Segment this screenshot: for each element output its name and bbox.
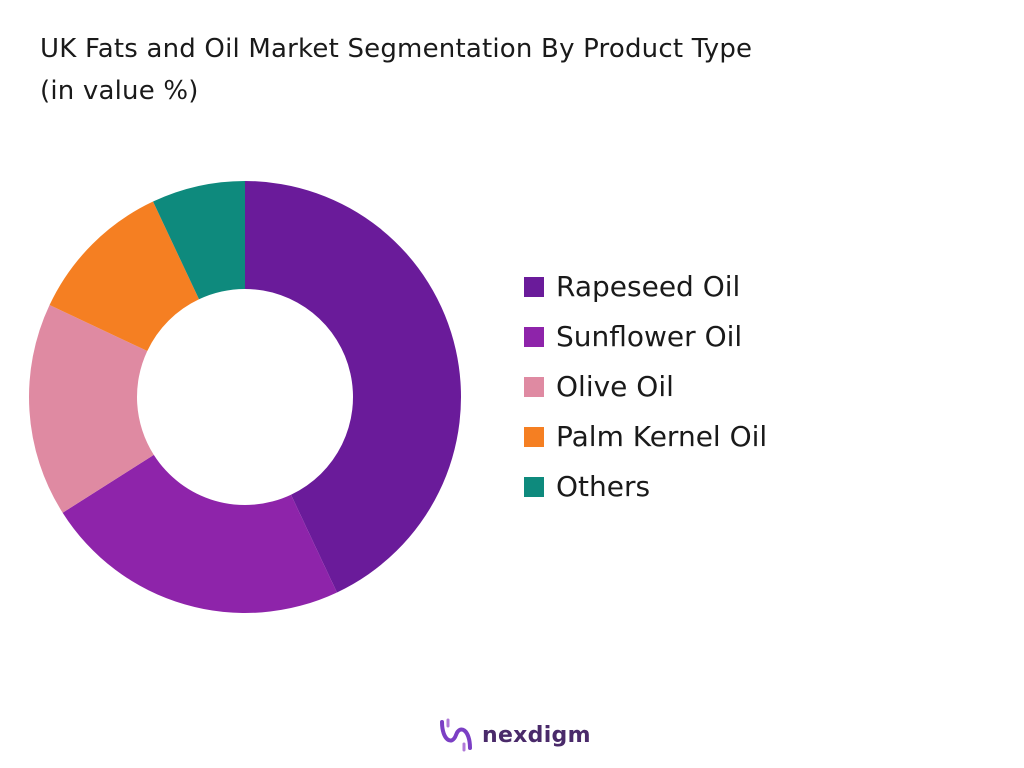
legend-swatch-olive-oil <box>524 377 544 397</box>
chart-title-main: UK Fats and Oil Market Segmentation By P… <box>40 34 753 64</box>
legend-label-others: Others <box>556 470 651 503</box>
legend-label-sunflower-oil: Sunflower Oil <box>556 320 743 353</box>
chart-legend: Rapeseed Oil Sunflower Oil Olive Oil Palm K… <box>524 262 767 512</box>
legend-swatch-rapeseed-oil <box>524 277 544 297</box>
donut-slice-olive-oil <box>28 305 154 513</box>
legend-item-sunflower-oil: Sunflower Oil <box>524 312 767 362</box>
donut-slice-sunflower-oil <box>62 454 337 613</box>
donut-slice-others <box>153 181 245 300</box>
donut-slice-palm-kernel-oil <box>49 201 200 352</box>
legend-item-rapeseed-oil: Rapeseed Oil <box>524 262 767 312</box>
legend-item-others: Others <box>524 462 767 512</box>
legend-swatch-others <box>524 477 544 497</box>
chart-title: UK Fats and Oil Market Segmentation By P… <box>40 28 940 112</box>
brand-name: nexdigm <box>482 722 591 748</box>
brand-footer: nexdigm <box>438 716 591 754</box>
donut-slice-rapeseed-oil <box>245 181 462 593</box>
legend-swatch-sunflower-oil <box>524 327 544 347</box>
nexdigm-logo-icon <box>440 718 472 752</box>
legend-label-rapeseed-oil: Rapeseed Oil <box>556 270 741 303</box>
legend-item-palm-kernel-oil: Palm Kernel Oil <box>524 412 767 462</box>
legend-label-olive-oil: Olive Oil <box>556 370 674 403</box>
legend-item-olive-oil: Olive Oil <box>524 362 767 412</box>
legend-swatch-palm-kernel-oil <box>524 427 544 447</box>
chart-subtitle: (in value %) <box>40 76 199 106</box>
legend-label-palm-kernel-oil: Palm Kernel Oil <box>556 420 768 453</box>
